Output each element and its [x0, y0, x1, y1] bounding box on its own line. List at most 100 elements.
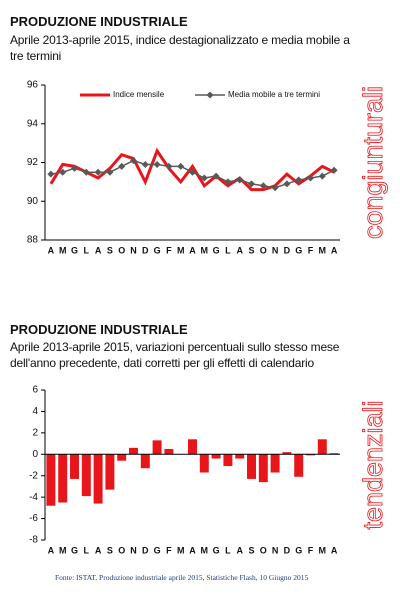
- x-tick-label: F: [308, 545, 314, 555]
- x-tick-label: M: [319, 245, 327, 255]
- point: [271, 184, 279, 192]
- source: Fonte: ISTAT, Produzione industriale apr…: [55, 573, 309, 582]
- x-tick-label: L: [84, 245, 90, 255]
- x-tick-label: S: [107, 545, 113, 555]
- x-tick-label: M: [59, 245, 67, 255]
- point: [165, 162, 173, 170]
- y-tick-label: 96: [27, 80, 39, 91]
- y-tick-label: 90: [27, 196, 39, 207]
- chart-subtitle: Aprile 2013-aprile 2015, indice destagio…: [10, 33, 350, 63]
- x-tick-label: O: [260, 545, 267, 555]
- point: [330, 166, 338, 174]
- x-tick-label: M: [201, 245, 209, 255]
- side-label: congiunturali: [358, 86, 388, 239]
- point: [259, 182, 267, 190]
- bar: [247, 454, 256, 479]
- x-tick-label: F: [308, 245, 314, 255]
- side-label: tendenziali: [358, 400, 388, 529]
- x-tick-label: F: [166, 545, 172, 555]
- bar: [105, 454, 115, 490]
- x-tick-label: M: [177, 245, 185, 255]
- point: [94, 168, 102, 176]
- bar: [306, 454, 315, 456]
- x-tick-label: S: [248, 245, 254, 255]
- bar: [235, 454, 245, 459]
- y-tick-label: -6: [29, 513, 38, 524]
- x-tick-label: N: [272, 545, 279, 555]
- x-tick-label: D: [142, 245, 149, 255]
- y-tick-label: -2: [29, 470, 38, 481]
- bar: [58, 454, 68, 503]
- y-tick-label: -4: [29, 492, 38, 503]
- x-tick-label: A: [95, 245, 102, 255]
- point: [200, 174, 208, 182]
- point: [106, 168, 114, 176]
- x-tick-label: M: [319, 545, 327, 555]
- bar: [282, 452, 292, 455]
- x-tick-label: N: [130, 245, 137, 255]
- x-tick-label: S: [107, 245, 113, 255]
- point: [59, 168, 67, 176]
- bar: [258, 454, 268, 483]
- bar: [329, 453, 339, 455]
- bar: [129, 447, 138, 455]
- bar: [164, 448, 174, 455]
- point: [71, 164, 78, 172]
- point: [283, 180, 291, 188]
- x-tick-label: O: [118, 245, 125, 255]
- bar: [140, 454, 150, 469]
- x-tick-label: G: [71, 545, 78, 555]
- point: [82, 168, 90, 176]
- x-tick-label: G: [295, 245, 302, 255]
- x-tick-label: A: [48, 245, 55, 255]
- x-tick-label: A: [189, 245, 196, 255]
- point: [318, 172, 326, 180]
- x-tick-label: D: [142, 545, 149, 555]
- x-tick-label: G: [213, 545, 220, 555]
- x-tick-label: M: [59, 545, 67, 555]
- bar: [46, 454, 56, 506]
- x-tick-label: L: [225, 545, 231, 555]
- x-tick-label: A: [48, 545, 55, 555]
- point: [118, 162, 126, 170]
- x-tick-label: N: [272, 245, 279, 255]
- x-tick-label: L: [225, 245, 231, 255]
- bar: [152, 440, 162, 455]
- point: [141, 160, 149, 168]
- x-tick-label: G: [213, 245, 220, 255]
- legend-label: Indice mensile: [113, 90, 165, 99]
- point: [189, 168, 196, 176]
- bar: [294, 454, 304, 477]
- point: [177, 162, 185, 170]
- chart-title: PRODUZIONE INDUSTRIALE: [10, 14, 188, 29]
- series-line: [49, 147, 335, 192]
- x-tick-label: G: [295, 545, 302, 555]
- x-tick-label: N: [130, 545, 137, 555]
- y-tick-label: 88: [27, 235, 39, 246]
- x-tick-label: A: [236, 545, 243, 555]
- x-tick-label: D: [284, 245, 291, 255]
- point: [236, 176, 244, 184]
- bar: [270, 454, 280, 473]
- point: [47, 170, 55, 178]
- x-tick-label: D: [284, 545, 291, 555]
- y-tick-label: 94: [27, 118, 39, 129]
- x-tick-label: F: [166, 245, 172, 255]
- bar: [81, 454, 91, 497]
- bar: [223, 454, 233, 467]
- y-tick-label: 6: [32, 385, 38, 396]
- x-tick-label: G: [154, 545, 161, 555]
- bar: [70, 454, 79, 479]
- legend-marker: [206, 91, 214, 99]
- x-tick-label: G: [154, 245, 161, 255]
- bar: [117, 454, 127, 461]
- x-tick-label: O: [118, 545, 125, 555]
- y-tick-label: 0: [32, 449, 38, 460]
- x-tick-label: M: [177, 545, 185, 555]
- bar: [199, 454, 209, 473]
- x-tick-label: A: [331, 545, 338, 555]
- x-tick-label: O: [260, 245, 267, 255]
- x-tick-label: A: [236, 245, 243, 255]
